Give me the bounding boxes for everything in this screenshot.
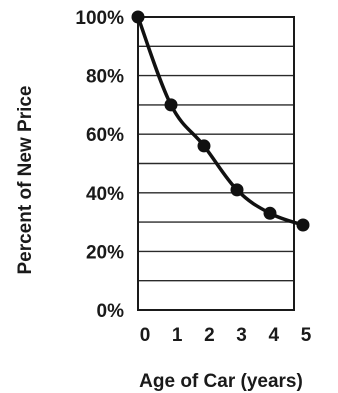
x-tick-label: 4 [269,325,280,346]
y-tick-label: 100% [75,8,124,29]
plot-frame [137,16,295,311]
x-tick-label: 2 [204,325,215,346]
data-point [131,10,145,24]
x-tick-label: 1 [172,325,183,346]
x-tick-label: 3 [236,325,247,346]
y-tick-label: 40% [86,184,124,205]
y-tick-label: 0% [97,301,125,322]
x-tick-label: 0 [140,325,151,346]
data-point [164,98,178,112]
data-point [197,139,211,153]
y-axis-tick-labels: 100% 80% 60% 40% 20% 0% [75,8,124,322]
data-point [263,206,277,220]
y-axis-title: Percent of New Price [15,85,36,274]
data-point [230,183,244,197]
y-tick-label: 80% [86,67,124,88]
data-points [131,10,310,232]
series-line [136,15,305,227]
x-axis-title: Age of Car (years) [139,371,303,392]
y-tick-label: 20% [86,242,124,263]
y-tick-label: 60% [86,125,124,146]
data-point [296,218,310,232]
x-tick-label: 5 [301,325,312,346]
